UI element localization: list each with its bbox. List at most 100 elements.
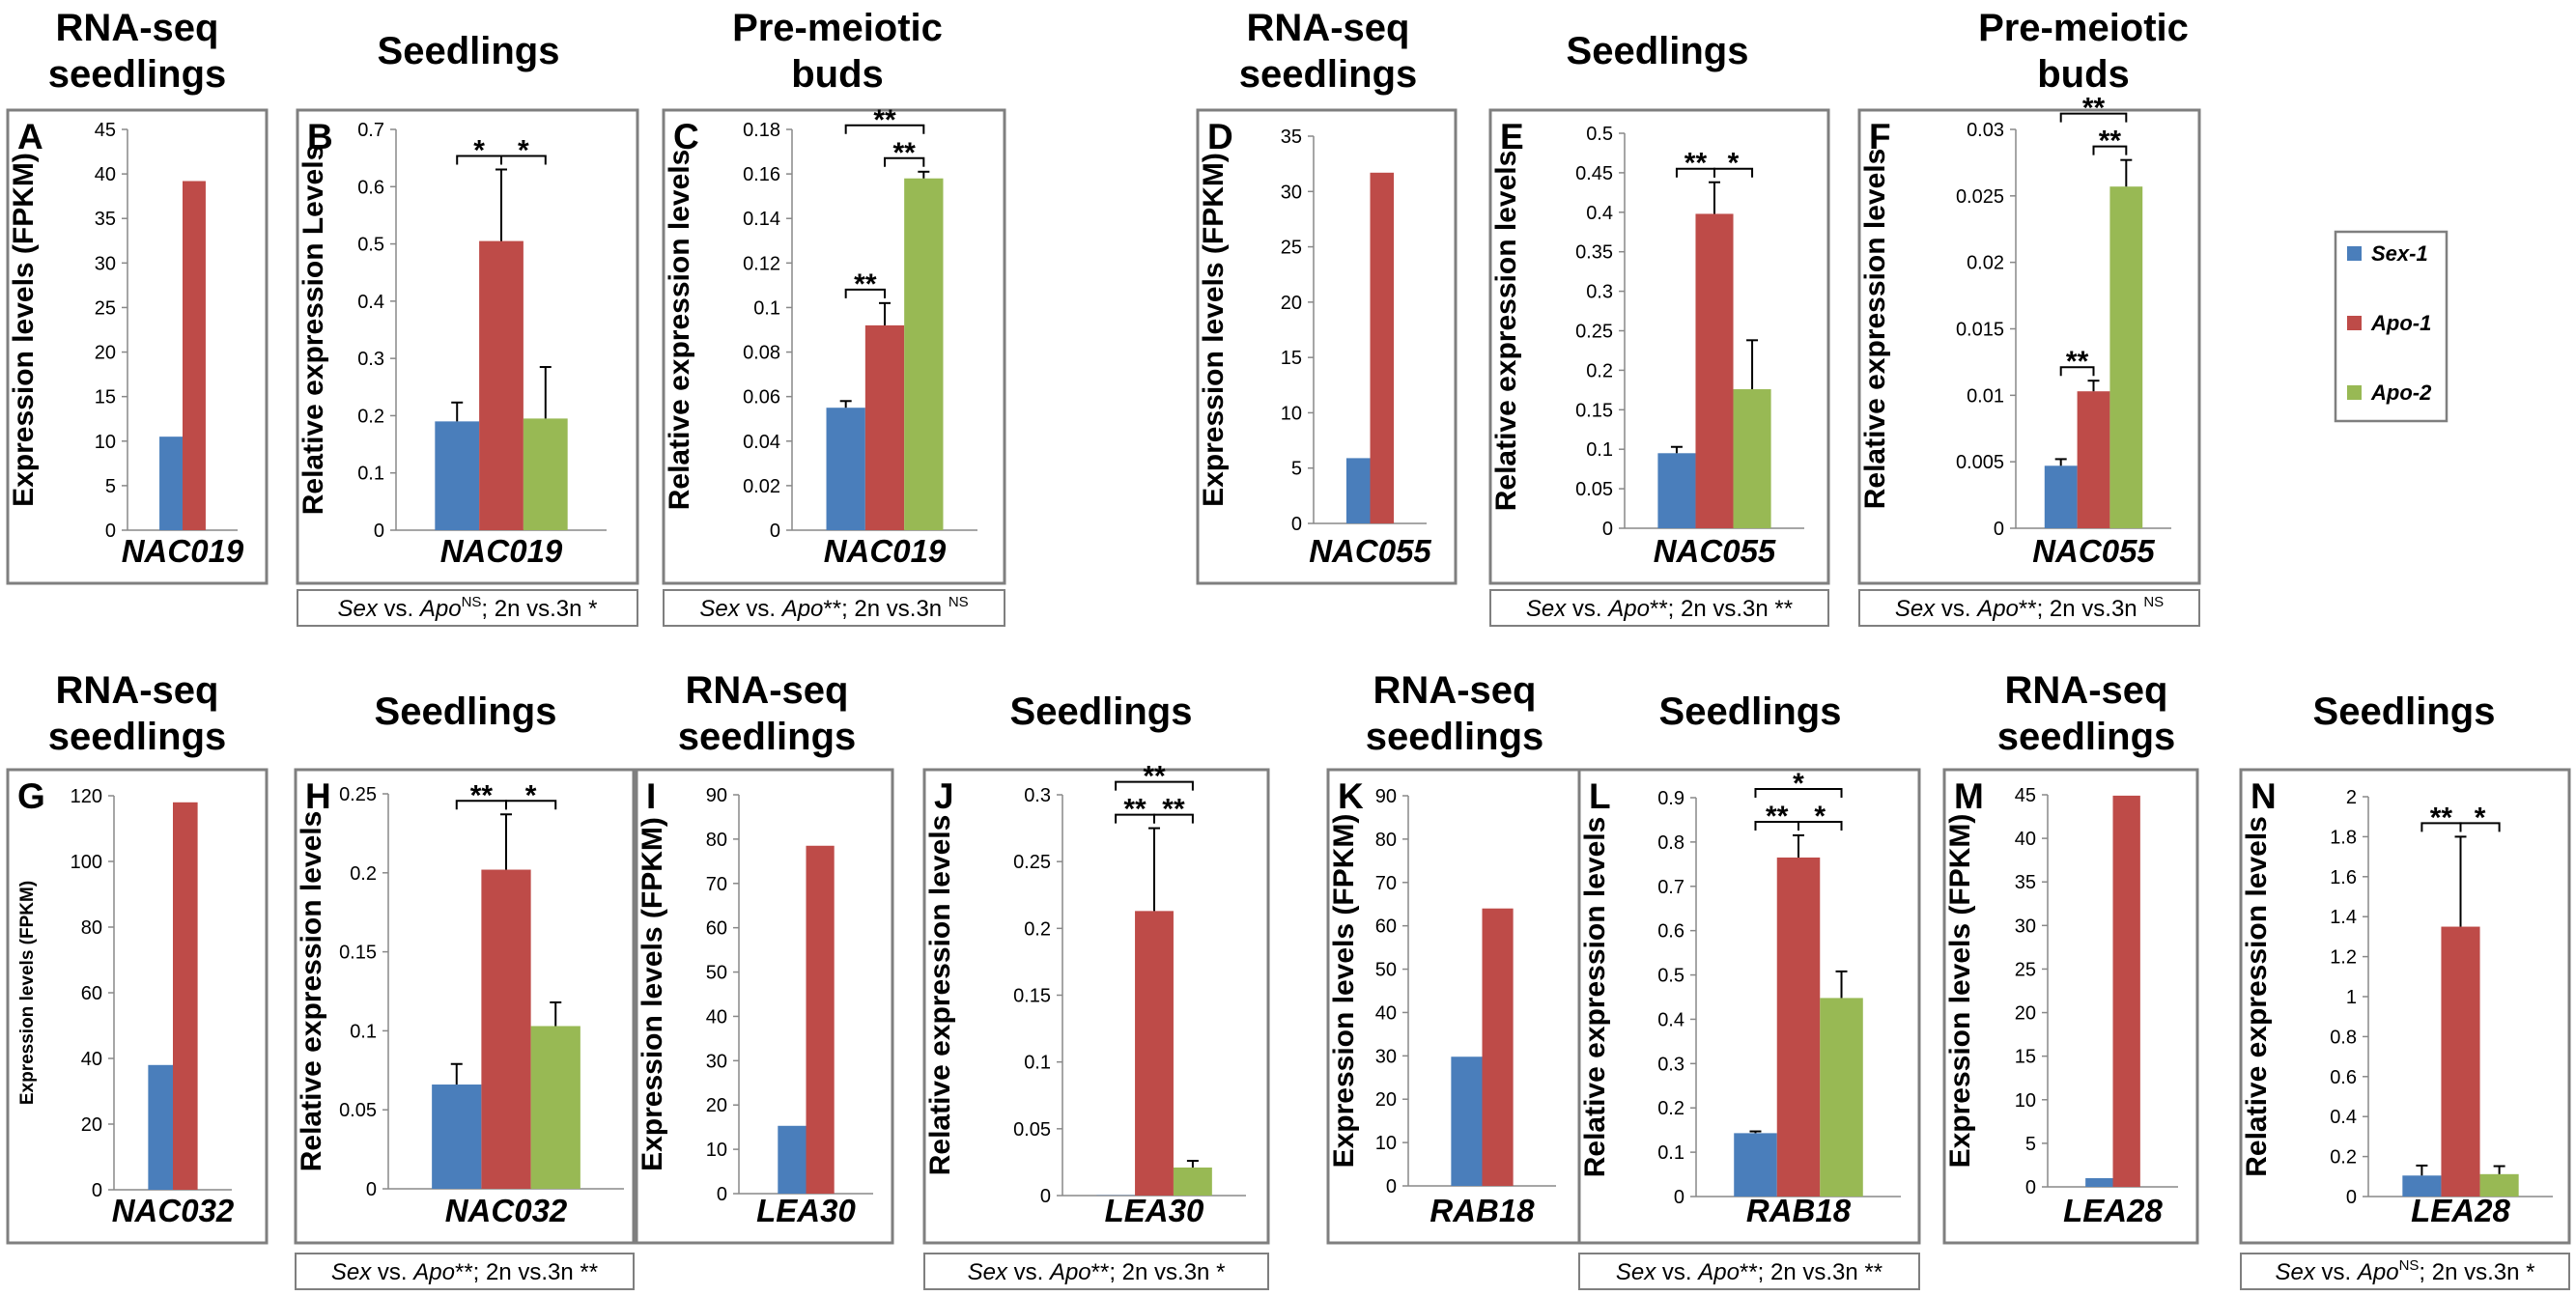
y-tick-label: 120 [71, 786, 102, 807]
bar-apo-2 [2109, 186, 2143, 529]
gene-label: NAC055 [1309, 533, 1431, 569]
stats-right: Apo [411, 1259, 455, 1285]
gene-label: NAC055 [1654, 533, 1776, 569]
y-tick-label: 0.02 [1967, 253, 2004, 274]
panel-letter: A [17, 117, 43, 156]
bar-apo-1 [1370, 172, 1395, 523]
y-tick-label: 0.15 [339, 943, 377, 964]
bar-apo-1 [479, 240, 524, 530]
bar-sex-1 [2044, 465, 2078, 528]
y-tick-label: 80 [1375, 830, 1397, 851]
y-tick-label: 0.4 [2330, 1107, 2357, 1128]
y-tick-label: 20 [81, 1114, 102, 1136]
bar-apo-2 [523, 418, 568, 530]
y-tick-label: 0 [1040, 1186, 1051, 1207]
significance-label: ** [873, 104, 896, 136]
significance-bracket [2059, 366, 2095, 377]
y-tick-label: 0.05 [1013, 1119, 1051, 1141]
stats-right: Apo [1606, 596, 1650, 622]
y-tick-label: 30 [1375, 1046, 1397, 1067]
y-tick-label: 80 [81, 917, 102, 939]
bar-apo-1 [2077, 391, 2110, 528]
y-tick-label: 0.45 [1575, 163, 1613, 184]
y-tick-label: 70 [706, 874, 727, 895]
panel-header-line: RNA-seq [1373, 669, 1537, 712]
y-tick-label: 90 [706, 785, 727, 806]
stats-mid: vs. [371, 1259, 413, 1285]
significance-label: ** [854, 268, 877, 300]
stats-s2: ** [1864, 1259, 1882, 1285]
y-axis-title: Relative expression levels [924, 815, 956, 1176]
stats-right: Apo [1696, 1259, 1740, 1285]
y-tick-label: 0.5 [1586, 124, 1613, 145]
y-tick-label: 0.7 [357, 120, 384, 141]
bar-sex-1 [778, 1125, 807, 1194]
panel-header-line: Pre-meiotic [1978, 7, 2189, 49]
bar-sex-1 [148, 1064, 173, 1190]
stats-box [295, 1253, 635, 1290]
y-tick-label: 100 [71, 852, 102, 873]
significance-bracket [2059, 112, 2128, 123]
y-axis-title: Relative expression levels [1859, 149, 1891, 510]
y-tick-label: 0.1 [1024, 1053, 1051, 1074]
panel-letter: J [934, 776, 954, 816]
y-tick-label: 0.4 [1586, 203, 1613, 224]
panel-header-line: Seedlings [1567, 30, 1749, 72]
stats-s1: ** [1650, 596, 1668, 622]
bar-apo-1 [183, 181, 206, 530]
stats-text: Sex vs. Apo**; 2n vs.3n ** [1526, 596, 1793, 622]
stats-part2: ; 2n vs.3n [473, 1259, 580, 1285]
y-tick-label: 60 [1375, 916, 1397, 938]
panel-e: Seedlings E 0 0.05 0.1 0.15 0.2 0.25 0.3 0.35 0.4 0… [1488, 30, 1830, 627]
panel-header-line: RNA-seq [686, 669, 849, 712]
stats-right: Apo [1048, 1259, 1091, 1285]
y-tick-label: 80 [706, 830, 727, 851]
y-tick-label: 0.2 [1586, 360, 1613, 381]
bar-sex-1 [1345, 458, 1371, 523]
y-tick-label: 1.2 [2330, 947, 2357, 969]
significance-label: ** [2082, 93, 2106, 125]
y-tick-label: 0.6 [2330, 1067, 2357, 1088]
panel-frame [296, 108, 639, 585]
y-tick-label: 0.3 [1024, 785, 1051, 806]
stats-left: Sex [2276, 1259, 2316, 1285]
y-axis-title: Expression levels (FPKM) [1198, 153, 1230, 507]
y-tick-label: 0.15 [1575, 400, 1613, 421]
y-tick-label: 15 [1281, 348, 1302, 369]
significance-bracket [500, 155, 547, 165]
panel-letter: F [1869, 117, 1891, 156]
y-tick-label: 0.05 [339, 1100, 377, 1121]
y-tick-label: 25 [2015, 959, 2036, 980]
y-tick-label: 0.9 [1657, 788, 1684, 809]
y-axis-title: Relative expression levels [1490, 151, 1522, 512]
bar-apo-1 [2441, 926, 2480, 1197]
bar-apo-1 [1135, 911, 1174, 1196]
y-tick-label: 1 [2346, 987, 2357, 1008]
stats-s2: NS [2143, 594, 2164, 610]
bar-apo-1 [1482, 908, 1514, 1186]
bar-apo-2 [1820, 998, 1863, 1197]
significance-label: ** [470, 779, 494, 811]
panel-header-line: seedlings [678, 716, 857, 758]
y-tick-label: 1.6 [2330, 867, 2357, 888]
panel-letter: B [307, 117, 333, 156]
panel-header-line: seedlings [48, 53, 227, 96]
stats-part2: ; 2n vs.3n [481, 596, 588, 622]
panel-letter: E [1500, 117, 1524, 156]
panel-header-line: buds [791, 53, 884, 96]
gene-label: LEA28 [2063, 1193, 2163, 1228]
panel-header-line: seedlings [1239, 53, 1418, 96]
y-tick-label: 30 [2015, 916, 2036, 937]
gene-label: NAC019 [440, 533, 563, 569]
stats-s1: ** [1091, 1259, 1110, 1285]
stats-part2: ; 2n vs.3n [2037, 596, 2144, 622]
bar-apo-2 [1733, 389, 1771, 528]
significance-label: * [473, 135, 485, 167]
significance-label: ** [2066, 346, 2089, 378]
y-tick-label: 0.6 [1657, 921, 1684, 943]
y-tick-label: 40 [706, 1006, 727, 1028]
significance-label: ** [1766, 801, 1789, 832]
panel-frame [2239, 768, 2571, 1245]
panel-frame [635, 768, 894, 1245]
